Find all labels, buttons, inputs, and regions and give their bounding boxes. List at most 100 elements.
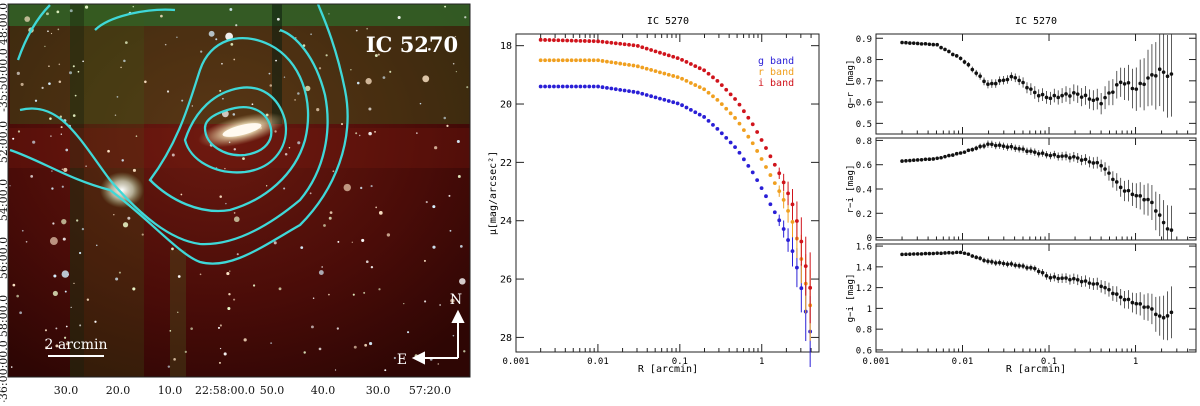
data-point (1072, 154, 1076, 159)
star (459, 245, 463, 248)
star (450, 298, 455, 303)
star (459, 278, 466, 285)
data-point (569, 38, 574, 43)
data-point (1103, 285, 1107, 290)
star (167, 365, 171, 368)
data-point (711, 94, 715, 99)
data-point (658, 96, 662, 101)
star (123, 59, 126, 63)
color-panel: 0.5 0.6 0.7 0.8 0.9 g−r [mag] (846, 33, 1197, 135)
data-point (790, 220, 795, 224)
star (275, 59, 277, 62)
star (309, 192, 312, 195)
data-point (587, 84, 592, 89)
star (448, 194, 451, 197)
data-point (609, 60, 614, 65)
data-point (786, 208, 790, 213)
data-point (605, 85, 609, 90)
data-point (772, 181, 777, 186)
data-point (1001, 144, 1006, 149)
data-point (786, 238, 790, 242)
data-point (1118, 295, 1123, 299)
data-point (790, 202, 795, 207)
star (443, 116, 447, 120)
galaxy-label: IC 5270 (366, 32, 458, 57)
star (456, 139, 460, 144)
star (397, 15, 401, 20)
sky-image: IC 5270 2 arcmin N E 30.0 20.0 10.0 22:58:0… (0, 3, 471, 404)
data-point (1048, 96, 1053, 101)
star (252, 284, 256, 287)
data-point (741, 128, 746, 133)
star (303, 351, 306, 354)
star (389, 70, 392, 73)
data-point (768, 202, 773, 207)
data-point (618, 61, 623, 66)
star (294, 99, 296, 101)
star (463, 350, 466, 353)
data-point (666, 99, 671, 103)
star (222, 97, 224, 100)
ra-tick-label: 30.0 (54, 384, 79, 397)
data-point (1072, 90, 1076, 95)
star (60, 126, 63, 129)
star (107, 149, 110, 153)
data-point (1154, 312, 1158, 317)
star (44, 45, 46, 48)
data-point (768, 154, 773, 159)
star (85, 165, 87, 167)
data-point (697, 85, 702, 90)
data-point (1165, 74, 1170, 79)
data-point (587, 58, 592, 63)
data-point (658, 50, 662, 55)
star (227, 306, 231, 311)
data-point (733, 116, 737, 120)
data-point (1064, 276, 1068, 280)
data-point (781, 227, 786, 231)
data-point (746, 115, 751, 120)
star (310, 33, 312, 36)
data-point (538, 84, 543, 89)
data-point (1157, 213, 1162, 217)
data-point (1134, 301, 1139, 306)
star (55, 327, 58, 330)
star (225, 202, 227, 205)
data-point (1095, 281, 1100, 286)
star (229, 8, 233, 11)
x-tick-label: 0.01 (587, 357, 609, 367)
data-point (671, 100, 676, 105)
star (318, 347, 322, 351)
data-point (904, 252, 908, 257)
data-point (1048, 153, 1053, 158)
data-point (1068, 277, 1072, 282)
data-point (1040, 270, 1045, 275)
data-point (1161, 70, 1166, 74)
y-tick-label: 0.8 (856, 137, 872, 147)
star (200, 50, 203, 53)
star (233, 298, 236, 301)
star (226, 271, 230, 276)
data-point (950, 52, 955, 57)
star (61, 270, 69, 278)
data-point (1087, 160, 1092, 164)
star (368, 131, 372, 136)
star (114, 114, 117, 116)
data-point (750, 170, 755, 175)
profile-axes: 0.001 0.01 0.1 1 18 20 22 24 26 28 (500, 34, 820, 367)
dec-tick-label: 58:00.0 (0, 295, 10, 337)
star (52, 290, 58, 297)
data-point (904, 40, 908, 45)
y-tick-label: 0 (867, 234, 872, 244)
profile-points (538, 37, 813, 368)
star (365, 78, 372, 85)
data-point (1114, 82, 1119, 87)
star (115, 277, 119, 281)
star (25, 240, 28, 243)
data-point (939, 251, 943, 256)
data-point (755, 130, 760, 134)
data-point (750, 122, 755, 127)
ra-tick-labels: 30.0 20.0 10.0 22:58:00.0 50.0 40.0 30.0 57:20.… (54, 384, 451, 397)
star (191, 105, 193, 107)
data-point (724, 135, 729, 140)
star (181, 99, 184, 102)
